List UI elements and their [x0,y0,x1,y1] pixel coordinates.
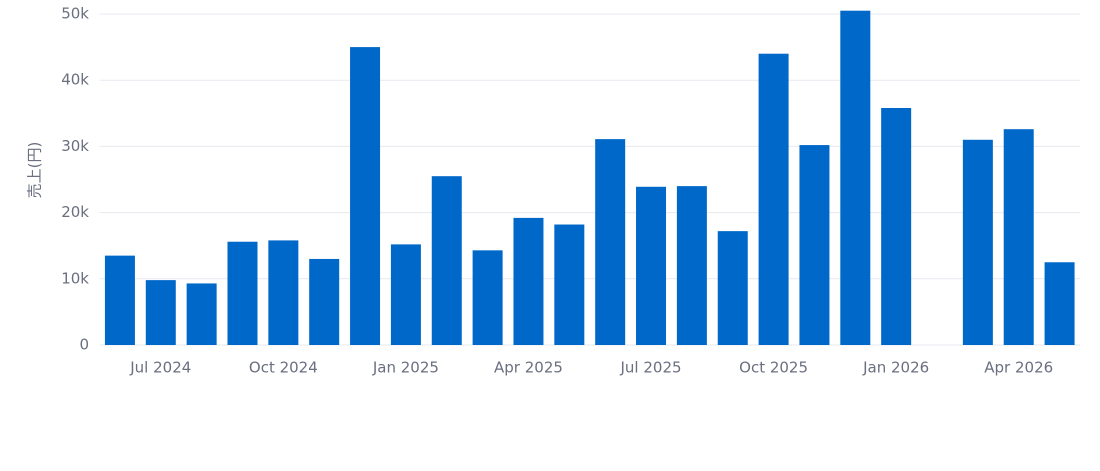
y-tick-label: 30k [61,137,89,155]
bar [1044,262,1075,345]
bar [472,250,503,345]
bar [717,231,748,345]
y-axis-label: 売上(円) [26,142,44,199]
bar [104,255,135,345]
x-tick-label: Apr 2026 [984,359,1053,377]
bar [145,280,176,345]
bar [309,258,340,345]
y-tick-label: 50k [61,5,89,23]
bar [554,224,585,345]
y-tick-label: 40k [61,71,89,89]
x-tick-label: Apr 2025 [494,359,563,377]
y-tick-label: 0 [79,336,89,354]
bar [350,47,381,345]
bar [227,241,258,345]
bar [268,240,299,345]
y-tick-label: 10k [61,269,89,287]
bar [595,139,626,345]
bar [962,139,993,345]
x-tick-label: Jan 2025 [372,359,439,377]
x-tick-label: Jul 2024 [129,359,191,377]
bar [636,186,667,345]
bar [799,145,830,345]
bar [840,10,871,345]
bar [390,244,421,345]
x-tick-label: Oct 2025 [739,359,808,377]
bar [1003,129,1034,345]
bar [758,53,789,345]
bar [881,108,912,345]
x-tick-label: Jul 2025 [620,359,682,377]
x-tick-label: Oct 2024 [249,359,318,377]
y-tick-label: 20k [61,203,89,221]
x-tick-label: Jan 2026 [862,359,929,377]
bar [676,186,707,345]
bar [513,217,544,345]
bar [431,176,462,345]
bar [186,283,217,345]
